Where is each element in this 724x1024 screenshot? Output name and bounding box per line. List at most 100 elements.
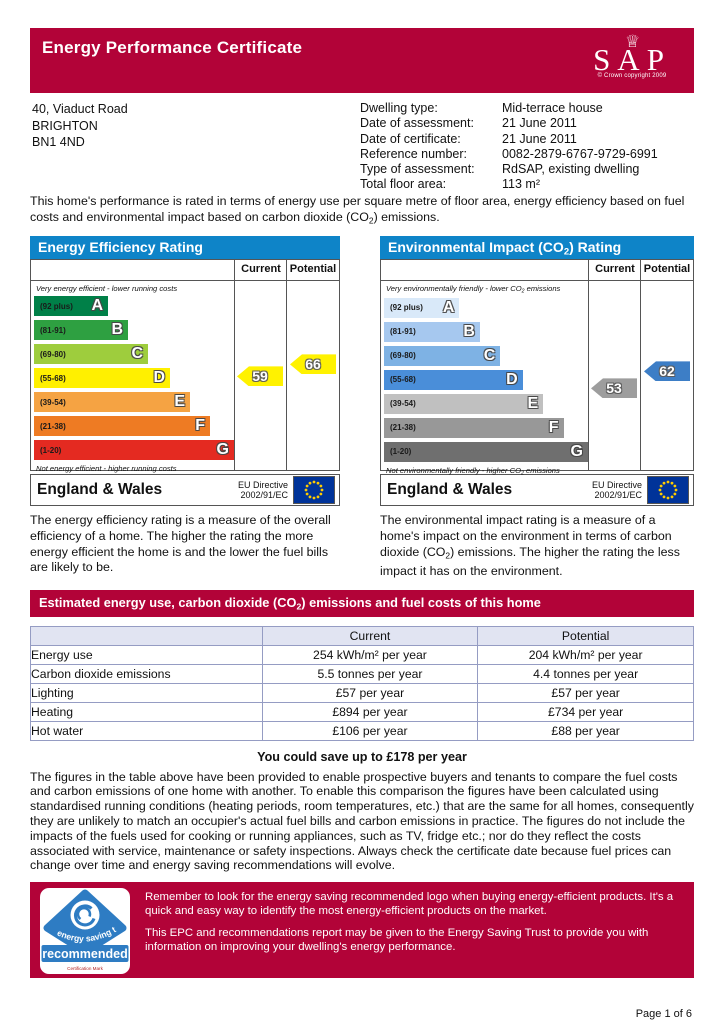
energy-band-g: (1-20) G [34, 440, 234, 461]
co2-potential-arrow: 62 [644, 361, 690, 382]
table-row: Lighting £57 per year £57 per year [30, 682, 694, 703]
bottom-scale-note: Not energy efficient - higher running co… [36, 464, 177, 474]
eu-directive-label: EU Directive 2002/91/EC [237, 479, 288, 501]
energy-efficiency-chart: Energy Efficiency Rating Current Potenti… [30, 236, 340, 579]
band-row: (69-80) C [34, 344, 234, 365]
est-banner-text: Remember to look for the energy saving r… [145, 884, 685, 961]
energy-band-c: (69-80) C [34, 344, 148, 365]
header-banner: Energy Performance Certificate ♕ SAP © C… [30, 28, 694, 93]
england-wales-box: England & Wales EU Directive 2002/91/EC [30, 474, 340, 507]
detail-row: Date of assessment: 21 June 2011 [360, 116, 577, 131]
band-row: (55-68) D [384, 369, 588, 390]
figures-paragraph: The figures in the table above have been… [30, 769, 694, 873]
band-row: (55-68) D [34, 368, 234, 389]
energy-saving-trust-logo: energy saving trust recommended Certific… [37, 880, 130, 975]
crown-icon: ♕ [624, 32, 641, 52]
table-row: Carbon dioxide emissions 5.5 tonnes per y… [30, 663, 694, 684]
co2-band-g: (1-20) G [384, 441, 588, 462]
page-number: Page 1 of 6 [635, 1008, 692, 1021]
intro-paragraph: This home's performance is rated in term… [30, 194, 685, 226]
co2-band-b: (81-91) B [384, 321, 480, 342]
co2-band-c: (69-80) C [384, 345, 501, 366]
current-column-header: Current [595, 263, 635, 276]
column-divider [640, 260, 641, 471]
region-label: England & Wales [387, 481, 513, 499]
energy-explanation: The energy efficiency rating is a measur… [30, 513, 331, 575]
property-info: 40, Viaduct Road BRIGHTON BN1 4ND Dwelli… [30, 99, 694, 191]
detail-row: Total floor area: 113 m² [360, 177, 540, 192]
potential-column-header: Potential [289, 263, 337, 276]
energy-chart-title: Energy Efficiency Rating [30, 236, 340, 260]
property-address: 40, Viaduct Road BRIGHTON BN1 4ND [32, 101, 128, 151]
co2-current-arrow: 53 [591, 378, 637, 399]
energy-current-arrow: 59 [237, 366, 283, 387]
energy-band-f: (21-38) F [34, 416, 210, 437]
detail-row: Date of certificate: 21 June 2011 [360, 131, 577, 146]
co2-explanation: The environmental impact rating is a mea… [380, 513, 680, 578]
band-row: (81-91) B [34, 320, 234, 341]
page-title: Energy Performance Certificate [42, 38, 303, 57]
energy-chart-box: Current Potential Very energy efficient … [30, 259, 340, 474]
energy-band-d: (55-68) D [34, 368, 170, 389]
region-label: England & Wales [37, 481, 163, 499]
eu-flag-icon [293, 476, 335, 505]
bottom-scale-note: Not environmentally friendly - higher CO… [386, 465, 560, 477]
table-header-row: Current Potential [30, 625, 694, 646]
header-cell-potential: Potential [477, 625, 694, 646]
band-row: (39-54) E [384, 393, 588, 414]
crown-copyright: © Crown copyright 2009 [597, 73, 667, 79]
est-paragraph-1: Remember to look for the energy saving r… [145, 891, 674, 918]
band-row: (92 plus) A [384, 297, 588, 318]
est-logo-icon: energy saving trust recommended Certific… [37, 880, 129, 971]
co2-band-e: (39-54) E [384, 393, 544, 414]
estimated-use-section-header: Estimated energy use, carbon dioxide (CO… [30, 590, 694, 617]
est-paragraph-2: This EPC and recommendations report may … [145, 926, 649, 953]
table-row: Hot water £106 per year £88 per year [30, 720, 694, 741]
table-row: Energy use 254 kWh/m² per year 204 kWh/m² … [30, 644, 694, 665]
band-row: (39-54) E [34, 392, 234, 413]
svg-text:recommended: recommended [42, 947, 127, 961]
band-row: (1-20) G [384, 441, 588, 462]
header-cell-current: Current [261, 625, 479, 646]
band-row: (69-80) C [384, 345, 588, 366]
energy-costs-table: Current Potential Energy use 254 kWh/m² p… [30, 625, 694, 741]
energy-saving-trust-banner: energy saving trust recommended Certific… [30, 880, 694, 979]
band-row: (21-38) F [34, 416, 234, 437]
current-column-header: Current [241, 263, 281, 276]
band-row: (21-38) F [384, 417, 588, 438]
rating-charts: Energy Efficiency Rating Current Potenti… [30, 236, 694, 579]
top-scale-note: Very energy efficient - lower running co… [36, 284, 178, 294]
potential-column-header: Potential [643, 263, 691, 276]
eu-directive-label: EU Directive 2002/91/EC [591, 479, 642, 501]
column-divider [234, 260, 235, 471]
detail-row: Reference number: 0082-2879-6767-9729-699… [360, 146, 658, 161]
dwelling-details: Dwelling type: Mid-terrace house Date of … [360, 101, 658, 193]
band-row: (92 plus) A [34, 296, 234, 317]
header-cell-empty [30, 625, 263, 646]
column-divider [286, 260, 287, 471]
chart-column-headers: Current Potential [381, 260, 693, 282]
band-row: (81-91) B [384, 321, 588, 342]
energy-bands-area: Very energy efficient - lower running co… [31, 281, 339, 474]
environmental-impact-chart: Environmental Impact (CO2) Rating Curren… [380, 236, 694, 579]
savings-line: You could save up to £178 per year [257, 749, 467, 764]
eu-flag-icon [647, 476, 689, 505]
column-divider [588, 260, 589, 471]
energy-potential-arrow: 66 [290, 354, 336, 375]
co2-chart-box: Current Potential Very environmentally f… [380, 259, 694, 476]
table-row: Heating £894 per year £734 per year [30, 701, 694, 722]
svg-text:Certification Mark: Certification Mark [67, 966, 103, 971]
band-row: (1-20) G [34, 440, 234, 461]
energy-band-a: (92 plus) A [34, 296, 108, 317]
energy-band-e: (39-54) E [34, 392, 190, 413]
sap-logo-text: SAP [593, 42, 671, 77]
chart-column-headers: Current Potential [31, 260, 339, 282]
address-line: BN1 4ND [32, 135, 85, 149]
co2-band-f: (21-38) F [384, 417, 564, 438]
co2-chart-title: Environmental Impact (CO2) Rating [380, 236, 694, 260]
detail-row: Type of assessment: RdSAP, existing dwell… [360, 162, 640, 177]
energy-band-b: (81-91) B [34, 320, 128, 341]
co2-band-d: (55-68) D [384, 369, 523, 390]
top-scale-note: Very environmentally friendly - lower CO… [386, 284, 561, 295]
